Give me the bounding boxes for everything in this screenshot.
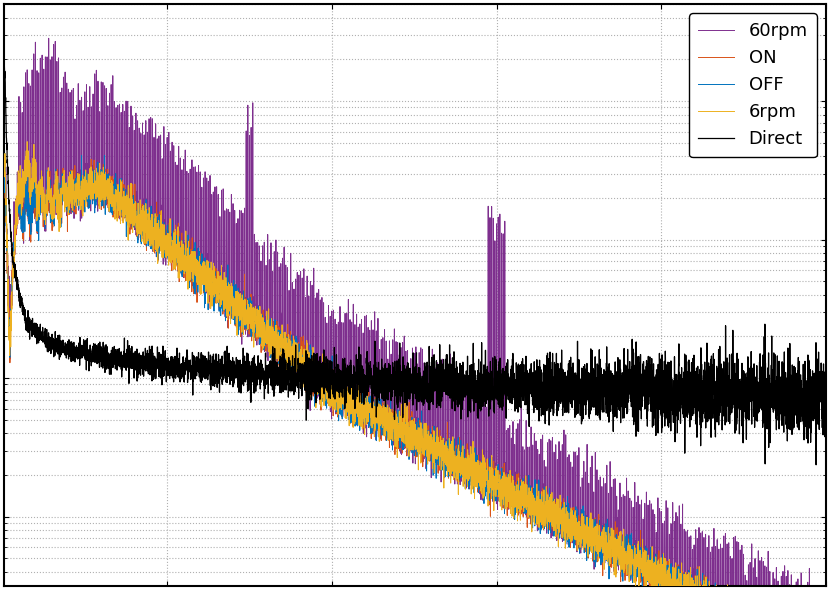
Legend: 60rpm, ON, OFF, 6rpm, Direct: 60rpm, ON, OFF, 6rpm, Direct bbox=[689, 13, 817, 158]
60rpm bbox=[194, 252, 204, 259]
ON bbox=[0, 195, 9, 202]
60rpm bbox=[44, 35, 54, 42]
OFF bbox=[0, 151, 9, 158]
Line: 6rpm: 6rpm bbox=[4, 142, 826, 590]
ON bbox=[190, 282, 200, 289]
6rpm bbox=[190, 253, 200, 260]
Direct bbox=[0, 67, 9, 74]
Direct bbox=[194, 355, 204, 362]
Direct bbox=[811, 461, 821, 468]
Direct bbox=[198, 360, 208, 367]
OFF bbox=[368, 409, 378, 416]
OFF bbox=[0, 150, 10, 157]
6rpm bbox=[198, 281, 208, 288]
6rpm bbox=[309, 369, 319, 376]
6rpm bbox=[194, 253, 204, 260]
6rpm bbox=[0, 165, 9, 172]
Line: OFF: OFF bbox=[4, 153, 826, 590]
6rpm bbox=[22, 138, 32, 145]
60rpm bbox=[309, 353, 319, 360]
ON bbox=[368, 407, 378, 414]
OFF bbox=[309, 358, 319, 365]
60rpm bbox=[368, 408, 378, 415]
Direct bbox=[821, 384, 830, 391]
ON bbox=[309, 368, 319, 375]
Direct bbox=[309, 377, 319, 384]
Line: ON: ON bbox=[4, 159, 826, 590]
Direct bbox=[368, 381, 378, 388]
6rpm bbox=[368, 406, 378, 413]
Line: Direct: Direct bbox=[4, 64, 826, 465]
ON bbox=[198, 284, 208, 291]
Direct bbox=[0, 60, 9, 67]
OFF bbox=[198, 287, 208, 294]
Line: 60rpm: 60rpm bbox=[4, 38, 826, 590]
60rpm bbox=[190, 270, 200, 277]
OFF bbox=[194, 248, 204, 255]
Direct bbox=[814, 381, 824, 388]
ON bbox=[194, 276, 204, 283]
ON bbox=[86, 156, 96, 163]
60rpm bbox=[198, 261, 208, 268]
Direct bbox=[190, 375, 200, 382]
60rpm bbox=[0, 156, 9, 163]
OFF bbox=[190, 239, 200, 246]
